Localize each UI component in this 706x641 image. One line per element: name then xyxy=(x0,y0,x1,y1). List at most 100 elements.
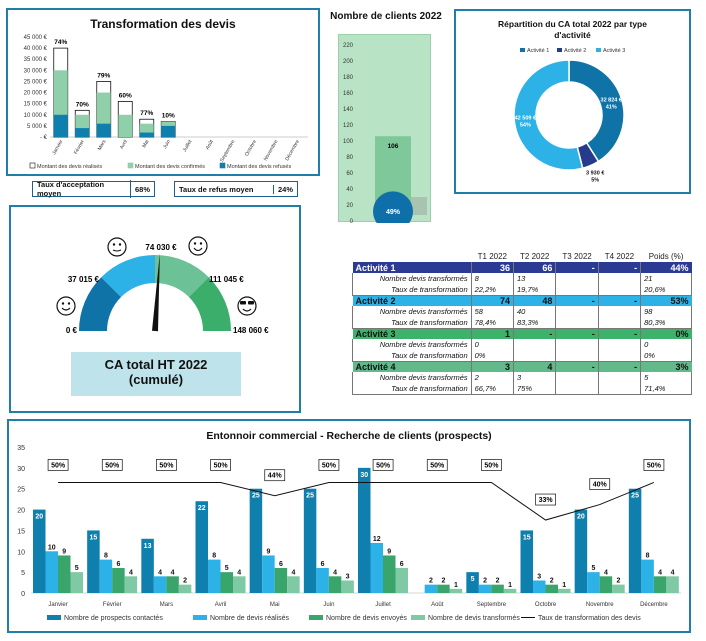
transformation-title: Transformation des devis xyxy=(90,17,236,31)
funnel-xtick: Juin xyxy=(323,602,334,608)
activites-header-cell: T1 2022 xyxy=(477,252,507,261)
activite-subrow: Nombre devis transformés 0 0 xyxy=(352,339,692,350)
smiley-happy-icon xyxy=(188,236,208,256)
smiley-sweat-icon-mouth xyxy=(61,307,71,311)
trans-ytick: - € xyxy=(40,135,48,141)
trans-xtick: Septembre xyxy=(219,139,237,163)
funnel-line-label: 50% xyxy=(647,462,662,469)
activite-name: Activité 3 xyxy=(352,328,472,339)
funnel-line-label: 50% xyxy=(430,462,445,469)
funnel-data-label: 4 xyxy=(671,569,675,576)
funnel-line-label-box xyxy=(156,459,177,471)
activite-subrow: Taux de transformation 0% 0% xyxy=(352,350,692,362)
funnel-bar xyxy=(328,576,342,593)
funnel-data-label: 4 xyxy=(291,569,295,576)
activite-value: 53% xyxy=(640,295,692,306)
activite-subrow-label: Nombre devis transformés xyxy=(352,372,472,383)
funnel-data-label: 2 xyxy=(429,578,433,585)
funnel-bar xyxy=(316,567,329,593)
funnel-data-label: 20 xyxy=(577,514,585,521)
funnel-line-label-box xyxy=(535,493,556,506)
funnel-data-label: 4 xyxy=(237,569,241,576)
funnel-line-label-box xyxy=(426,459,448,471)
donut-legend-swatch xyxy=(596,48,601,52)
gauge-segment xyxy=(155,255,209,298)
smiley-sunglasses-icon xyxy=(237,296,257,316)
funnel-line-label-box xyxy=(264,469,286,482)
funnel-data-label: 3 xyxy=(537,573,541,580)
funnel-ytick: 20 xyxy=(17,508,25,515)
funnel-line-label: 50% xyxy=(484,462,499,469)
activites-header-empty xyxy=(353,251,472,262)
activite-subrow: Taux de transformation 78,4% 83,3% 80,3% xyxy=(352,317,692,329)
trans-pct-label: 60% xyxy=(119,92,132,99)
trans-ytick: 30 000 € xyxy=(24,68,48,74)
funnel-xtick: Juillet xyxy=(375,602,391,608)
donut-pct-label: 54% xyxy=(520,123,531,129)
trans-xtick: Février xyxy=(73,139,86,156)
activite-subrow-value xyxy=(555,306,599,317)
funnel-bar xyxy=(70,572,83,593)
funnel-data-label: 2 xyxy=(496,578,500,585)
funnel-data-label: 15 xyxy=(523,534,531,541)
clients-ytick: 220 xyxy=(343,43,354,49)
clients-ytick: 200 xyxy=(343,59,354,65)
activite-value: - xyxy=(597,328,641,339)
activite-subrow-value xyxy=(555,284,599,296)
activite-subrow-value: 3 xyxy=(513,372,556,383)
funnel-bar xyxy=(99,559,113,593)
clients-ytick: 60 xyxy=(346,171,353,177)
activite-value: - xyxy=(597,262,641,273)
activite-value: 48 xyxy=(513,295,556,306)
funnel-data-label: 25 xyxy=(631,493,639,500)
donut-amount-label: 3 930 € xyxy=(586,171,604,177)
clients-ytick: 140 xyxy=(343,107,354,113)
funnel-data-label: 6 xyxy=(400,561,404,568)
activite-subrow-value: 22,2% xyxy=(470,284,514,296)
funnel-bar xyxy=(208,559,221,593)
funnel-legend-label: Nombre de devis transformés xyxy=(428,615,520,622)
gauge-segment xyxy=(79,277,122,331)
trans-ytick: 15 000 € xyxy=(24,102,48,108)
funnel-line-label-box xyxy=(47,459,69,471)
activite-value: - xyxy=(555,361,599,372)
gauge-panel: 0 € 37 015 € 74 030 € 111 045 € 148 060 € CA… xyxy=(9,205,301,413)
funnel-data-label: 4 xyxy=(658,569,662,576)
activite-subrow-value: 0% xyxy=(470,350,514,362)
smiley-neutral-icon xyxy=(107,237,127,257)
smiley-sunglasses-lens xyxy=(248,301,254,305)
trans-pct-label: 74% xyxy=(54,39,67,46)
kpi-acceptation-label: Taux d'acceptation moyen xyxy=(33,180,131,198)
activite-subrow-value: 2 xyxy=(470,372,514,383)
donut-pct-label: 5% xyxy=(591,178,599,184)
funnel-bar xyxy=(653,576,667,593)
activite-row: Activité 3 1- - -0% xyxy=(352,328,692,339)
funnel-data-label: 9 xyxy=(387,548,391,555)
funnel-line-label-box xyxy=(318,459,340,471)
trans-xtick: Juin xyxy=(162,139,172,150)
funnel-bar xyxy=(124,576,138,593)
activite-subrow-value: 8 xyxy=(470,273,514,284)
funnel-bar xyxy=(478,584,492,593)
funnel-data-label: 15 xyxy=(90,534,98,541)
activite-name: Activité 2 xyxy=(352,295,472,306)
activite-value: - xyxy=(555,328,599,339)
funnel-ytick: 0 xyxy=(21,591,25,598)
funnel-legend-swatch xyxy=(193,615,207,620)
donut-slice xyxy=(568,59,625,163)
activite-row: Activité 2 74 48- -53% xyxy=(352,295,692,306)
gauge-label-max: 148 060 € xyxy=(233,326,269,335)
activites-header-cell: T2 2022 xyxy=(520,252,550,261)
funnel-data-label: 6 xyxy=(116,561,120,568)
activite-subrow-value xyxy=(555,317,599,329)
funnel-data-label: 1 xyxy=(562,582,566,589)
activites-header-cell: Poids (%) xyxy=(648,252,684,261)
activite-subrow-value xyxy=(555,372,599,383)
activite-subrow-value: 78,4% xyxy=(470,317,514,329)
funnel-bar xyxy=(383,555,396,593)
funnel-ytick: 35 xyxy=(17,445,25,452)
funnel-data-label: 5 xyxy=(591,565,595,572)
trans-legend-label: Montant des devis confirmés xyxy=(135,164,205,170)
transformation-panel: Transformation des devis 45 000 € 40 000 … xyxy=(6,8,320,176)
